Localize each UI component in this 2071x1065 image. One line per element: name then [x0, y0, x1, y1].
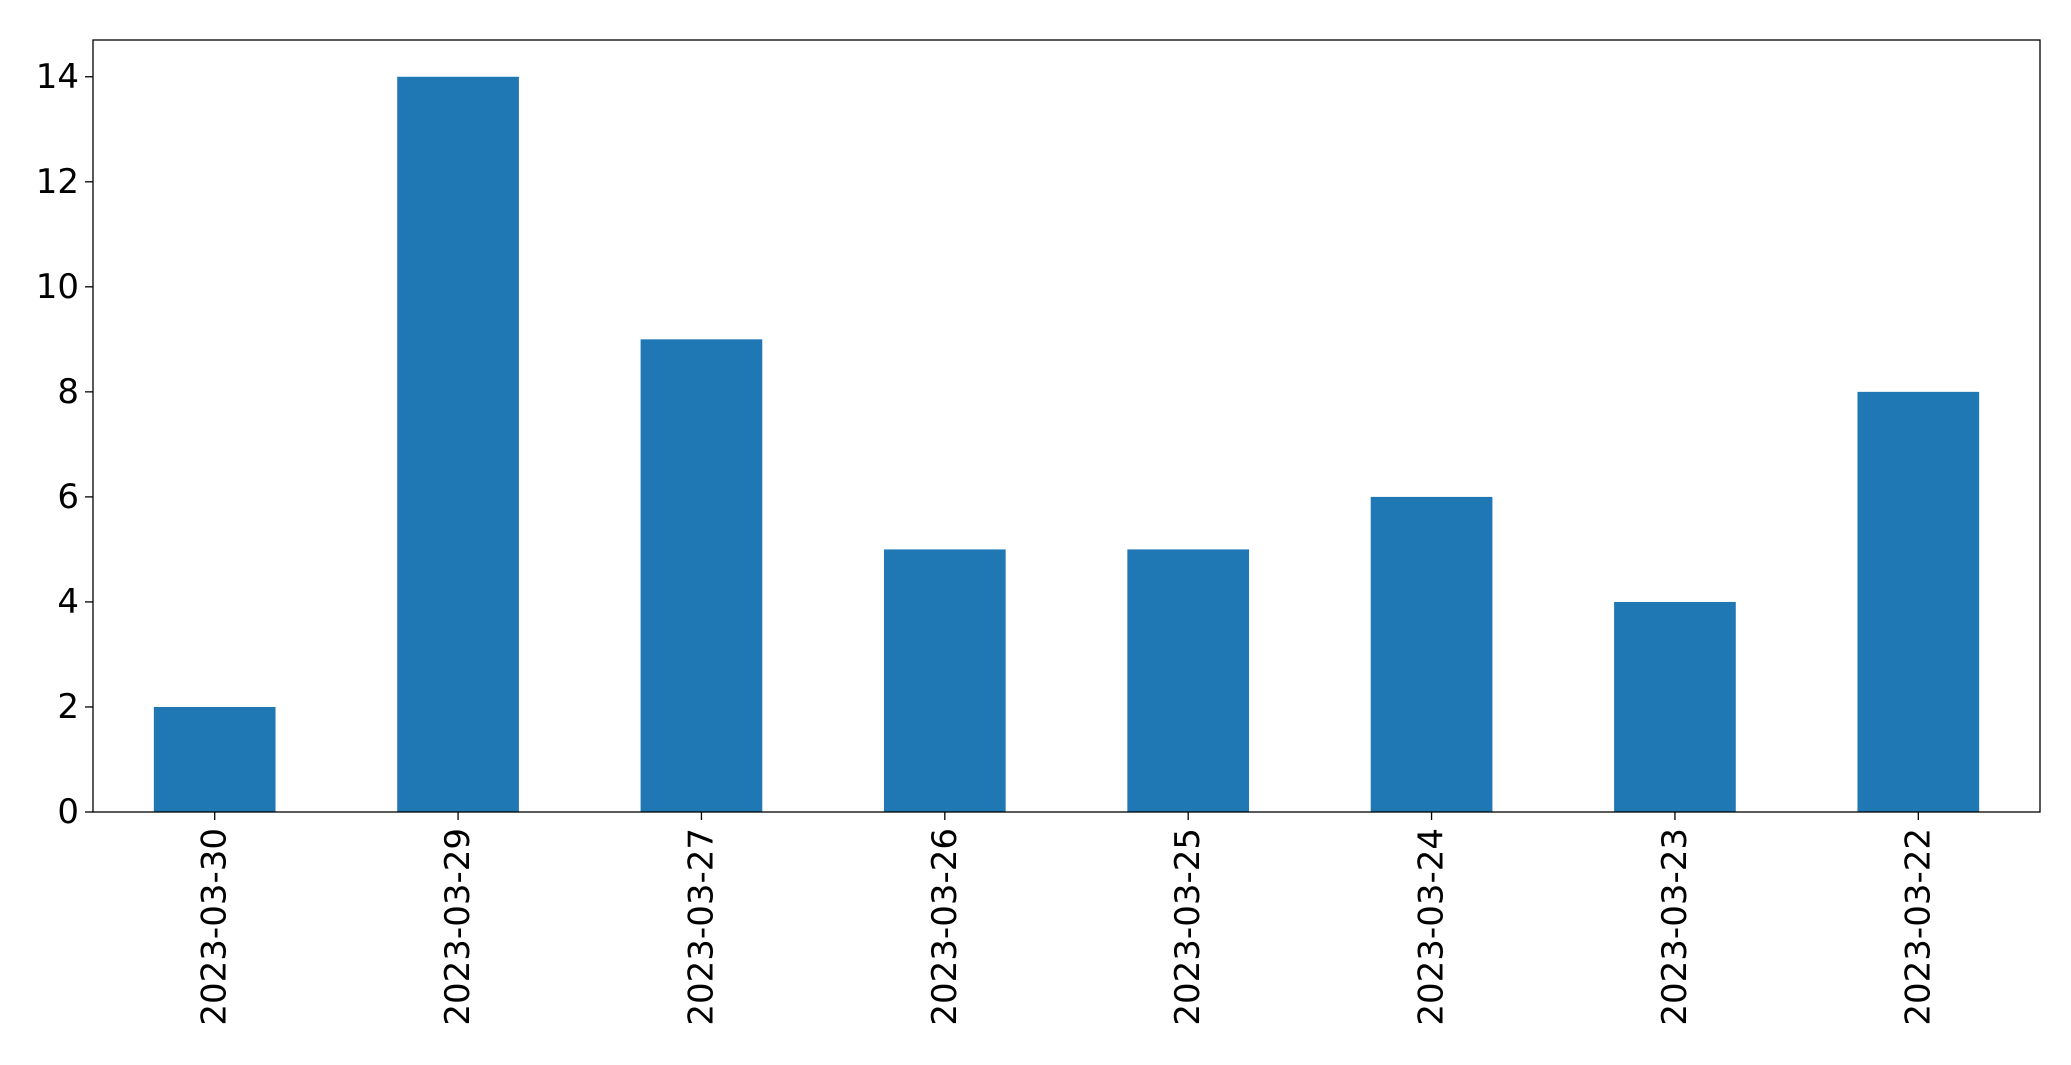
x-tick-label: 2023-03-27 — [681, 828, 721, 1026]
x-axis: 2023-03-30 2023-03-29 2023-03-27 2023-03-26… — [195, 812, 1938, 1026]
y-tick-label: 6 — [57, 477, 79, 517]
x-tick-label: 2023-03-30 — [195, 828, 235, 1026]
bar-2023-03-24 — [1370, 496, 1493, 812]
y-tick-label: 12 — [36, 162, 79, 202]
y-tick-label: 8 — [57, 372, 79, 412]
bar-2023-03-22 — [1857, 391, 1980, 812]
y-tick-label: 0 — [57, 792, 79, 832]
bar-2023-03-30 — [153, 706, 276, 812]
x-tick-label: 2023-03-25 — [1168, 828, 1208, 1026]
x-tick-label: 2023-03-26 — [925, 828, 965, 1026]
bar-2023-03-27 — [640, 339, 763, 812]
bar-2023-03-23 — [1614, 601, 1736, 812]
x-tick-label: 2023-03-29 — [438, 828, 478, 1026]
y-axis: 0 2 4 6 8 10 12 14 — [36, 57, 93, 832]
y-tick-label: 10 — [36, 267, 79, 307]
x-tick-label: 2023-03-24 — [1412, 828, 1452, 1026]
plot-frame — [92, 39, 2041, 813]
bar-2023-03-25 — [1127, 549, 1250, 812]
bars-layer — [153, 76, 1980, 812]
bar-2023-03-26 — [883, 549, 1006, 812]
x-tick-label: 2023-03-23 — [1655, 828, 1695, 1026]
bar-2023-03-29 — [397, 76, 519, 812]
y-tick-label: 2 — [57, 687, 79, 727]
y-tick-label: 14 — [36, 57, 79, 97]
y-tick-label: 4 — [57, 582, 79, 622]
x-tick-label: 2023-03-22 — [1898, 828, 1938, 1026]
